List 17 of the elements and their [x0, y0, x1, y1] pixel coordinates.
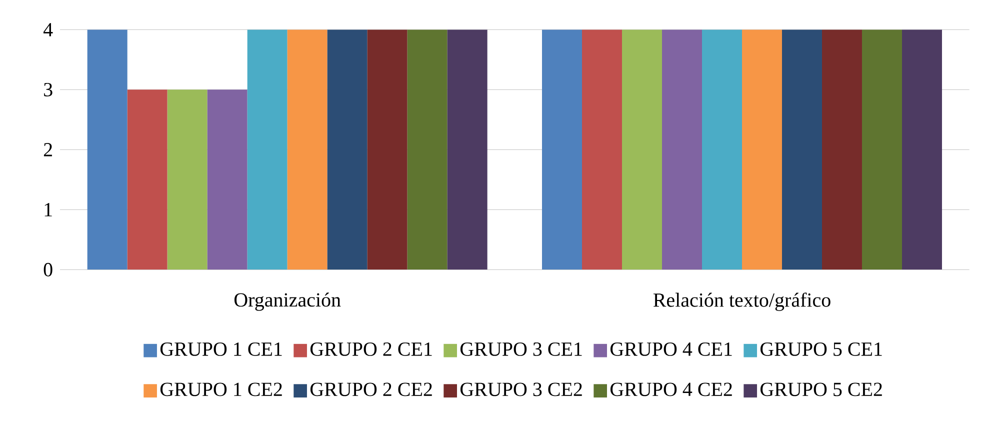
legend-label: GRUPO 2 CE1: [310, 342, 432, 356]
y-tick-label: 1: [44, 203, 52, 216]
y-tick-label: 2: [44, 143, 52, 156]
y-tick-label: 4: [43, 23, 53, 36]
legend-label: GRUPO 1 CE2: [160, 382, 282, 396]
legend-label: GRUPO 2 CE2: [310, 382, 432, 396]
legend-label: GRUPO 5 CE2: [760, 382, 882, 396]
y-tick-label: 3: [44, 82, 52, 96]
legend-label: GRUPO 5 CE1: [760, 342, 882, 356]
legend-label: GRUPO 1 CE1: [160, 342, 282, 356]
legend-label: GRUPO 4 CE2: [610, 382, 732, 396]
legend-label: GRUPO 3 CE1: [460, 342, 582, 356]
legend-label: GRUPO 4 CE1: [610, 342, 732, 356]
legend-label: GRUPO 3 CE2: [460, 382, 582, 396]
y-tick-label: 0: [44, 262, 52, 276]
x-tick-label: Relación texto/gráfico: [653, 292, 830, 311]
x-tick-label: Organización: [234, 292, 341, 311]
